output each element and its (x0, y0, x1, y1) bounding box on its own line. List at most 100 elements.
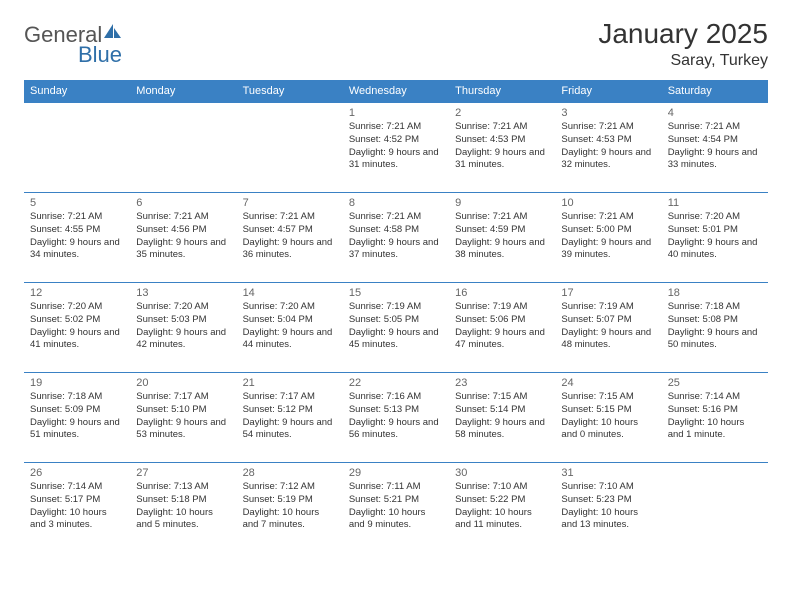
day-number: 26 (30, 467, 124, 479)
day-info: Sunrise: 7:14 AMSunset: 5:16 PMDaylight:… (668, 391, 762, 442)
calendar-day-cell: 25 Sunrise: 7:14 AMSunset: 5:16 PMDayligh… (662, 373, 768, 463)
calendar-day-cell: 10Sunrise: 7:21 AMSunset: 5:00 PMDayligh… (555, 193, 661, 283)
calendar-grid: Sunday Monday Tuesday Wednesday Thursday… (24, 80, 768, 553)
calendar-day-cell: 26 Sunrise: 7:14 AMSunset: 5:17 PMDayligh… (24, 463, 130, 553)
calendar-day-cell: 22 Sunrise: 7:16 AMSunset: 5:13 PMDayligh… (343, 373, 449, 463)
day-info: Sunrise: 7:12 AMSunset: 5:19 PMDaylight:… (243, 481, 337, 532)
day-info: Sunrise: 7:21 AMSunset: 4:56 PMDaylight:… (136, 211, 230, 262)
weekday-header-row: Sunday Monday Tuesday Wednesday Thursday… (24, 80, 768, 103)
day-number: 8 (349, 197, 443, 209)
day-info: Sunrise: 7:13 AMSunset: 5:18 PMDaylight:… (136, 481, 230, 532)
day-number: 4 (668, 107, 762, 119)
day-number: 1 (349, 107, 443, 119)
brand-logo: GeneralBlue (24, 18, 123, 68)
day-number: 15 (349, 287, 443, 299)
day-number: 13 (136, 287, 230, 299)
day-info: Sunrise: 7:20 AMSunset: 5:03 PMDaylight:… (136, 301, 230, 352)
day-info: Sunrise: 7:21 AMSunset: 4:54 PMDaylight:… (668, 121, 762, 172)
day-info: Sunrise: 7:14 AMSunset: 5:17 PMDaylight:… (30, 481, 124, 532)
day-number: 22 (349, 377, 443, 389)
calendar-day-cell: 19 Sunrise: 7:18 AMSunset: 5:09 PMDayligh… (24, 373, 130, 463)
day-number: 30 (455, 467, 549, 479)
page-title: January 2025 (598, 18, 768, 50)
weekday-header: Saturday (662, 80, 768, 103)
calendar-week-row: 19 Sunrise: 7:18 AMSunset: 5:09 PMDayligh… (24, 373, 768, 463)
day-info: Sunrise: 7:16 AMSunset: 5:13 PMDaylight:… (349, 391, 443, 442)
calendar-day-cell: 29 Sunrise: 7:11 AMSunset: 5:21 PMDayligh… (343, 463, 449, 553)
day-number: 16 (455, 287, 549, 299)
calendar-day-cell: 9 Sunrise: 7:21 AMSunset: 4:59 PMDaylight… (449, 193, 555, 283)
calendar-day-cell: 27 Sunrise: 7:13 AMSunset: 5:18 PMDayligh… (130, 463, 236, 553)
day-number: 28 (243, 467, 337, 479)
day-info: Sunrise: 7:17 AMSunset: 5:12 PMDaylight:… (243, 391, 337, 442)
day-number: 25 (668, 377, 762, 389)
calendar-day-cell: 14 Sunrise: 7:20 AMSunset: 5:04 PMDayligh… (237, 283, 343, 373)
weekday-header: Thursday (449, 80, 555, 103)
calendar-day-cell: 3Sunrise: 7:21 AMSunset: 4:53 PMDaylight… (555, 103, 661, 193)
calendar-week-row: 12Sunrise: 7:20 AMSunset: 5:02 PMDayligh… (24, 283, 768, 373)
day-number: 29 (349, 467, 443, 479)
day-number: 2 (455, 107, 549, 119)
day-number: 31 (561, 467, 655, 479)
weekday-header: Friday (555, 80, 661, 103)
day-info: Sunrise: 7:21 AMSunset: 4:57 PMDaylight:… (243, 211, 337, 262)
title-block: January 2025 Saray, Turkey (598, 18, 768, 70)
day-info: Sunrise: 7:21 AMSunset: 4:58 PMDaylight:… (349, 211, 443, 262)
calendar-day-cell: 31 Sunrise: 7:10 AMSunset: 5:23 PMDayligh… (555, 463, 661, 553)
day-number: 6 (136, 197, 230, 209)
day-info: Sunrise: 7:19 AMSunset: 5:07 PMDaylight:… (561, 301, 655, 352)
day-info: Sunrise: 7:10 AMSunset: 5:23 PMDaylight:… (561, 481, 655, 532)
day-number: 9 (455, 197, 549, 209)
calendar-day-cell: 21 Sunrise: 7:17 AMSunset: 5:12 PMDayligh… (237, 373, 343, 463)
day-info: Sunrise: 7:21 AMSunset: 4:55 PMDaylight:… (30, 211, 124, 262)
calendar-day-cell: 2 Sunrise: 7:21 AMSunset: 4:53 PMDaylight… (449, 103, 555, 193)
calendar-day-cell: 13 Sunrise: 7:20 AMSunset: 5:03 PMDayligh… (130, 283, 236, 373)
calendar-week-row: 5 Sunrise: 7:21 AMSunset: 4:55 PMDaylight… (24, 193, 768, 283)
day-info: Sunrise: 7:20 AMSunset: 5:04 PMDaylight:… (243, 301, 337, 352)
calendar-day-cell (662, 463, 768, 553)
calendar-day-cell: 12Sunrise: 7:20 AMSunset: 5:02 PMDayligh… (24, 283, 130, 373)
day-info: Sunrise: 7:21 AMSunset: 4:53 PMDaylight:… (455, 121, 549, 172)
weekday-header: Tuesday (237, 80, 343, 103)
day-info: Sunrise: 7:17 AMSunset: 5:10 PMDaylight:… (136, 391, 230, 442)
day-number: 19 (30, 377, 124, 389)
day-number: 27 (136, 467, 230, 479)
calendar-page: GeneralBlue January 2025 Saray, Turkey S… (0, 0, 792, 563)
calendar-day-cell: 18 Sunrise: 7:18 AMSunset: 5:08 PMDayligh… (662, 283, 768, 373)
calendar-day-cell: 11Sunrise: 7:20 AMSunset: 5:01 PMDayligh… (662, 193, 768, 283)
calendar-day-cell: 5 Sunrise: 7:21 AMSunset: 4:55 PMDaylight… (24, 193, 130, 283)
day-number: 21 (243, 377, 337, 389)
day-number: 14 (243, 287, 337, 299)
weekday-header: Sunday (24, 80, 130, 103)
calendar-day-cell: 24Sunrise: 7:15 AMSunset: 5:15 PMDayligh… (555, 373, 661, 463)
day-number: 7 (243, 197, 337, 209)
day-number: 11 (668, 197, 762, 209)
calendar-day-cell: 7 Sunrise: 7:21 AMSunset: 4:57 PMDaylight… (237, 193, 343, 283)
calendar-day-cell: 23Sunrise: 7:15 AMSunset: 5:14 PMDayligh… (449, 373, 555, 463)
calendar-day-cell: 20 Sunrise: 7:17 AMSunset: 5:10 PMDayligh… (130, 373, 236, 463)
weekday-header: Wednesday (343, 80, 449, 103)
calendar-day-cell: 6 Sunrise: 7:21 AMSunset: 4:56 PMDaylight… (130, 193, 236, 283)
day-number: 23 (455, 377, 549, 389)
day-number: 3 (561, 107, 655, 119)
day-info: Sunrise: 7:11 AMSunset: 5:21 PMDaylight:… (349, 481, 443, 532)
day-info: Sunrise: 7:18 AMSunset: 5:08 PMDaylight:… (668, 301, 762, 352)
day-number: 5 (30, 197, 124, 209)
day-info: Sunrise: 7:20 AMSunset: 5:02 PMDaylight:… (30, 301, 124, 352)
day-info: Sunrise: 7:21 AMSunset: 4:59 PMDaylight:… (455, 211, 549, 262)
calendar-day-cell: 28 Sunrise: 7:12 AMSunset: 5:19 PMDayligh… (237, 463, 343, 553)
page-header: GeneralBlue January 2025 Saray, Turkey (24, 18, 768, 70)
day-info: Sunrise: 7:19 AMSunset: 5:05 PMDaylight:… (349, 301, 443, 352)
calendar-day-cell: 15 Sunrise: 7:19 AMSunset: 5:05 PMDayligh… (343, 283, 449, 373)
day-info: Sunrise: 7:21 AMSunset: 4:52 PMDaylight:… (349, 121, 443, 172)
calendar-day-cell (24, 103, 130, 193)
day-number: 18 (668, 287, 762, 299)
calendar-week-row: 1 Sunrise: 7:21 AMSunset: 4:52 PMDaylight… (24, 103, 768, 193)
calendar-day-cell (237, 103, 343, 193)
day-number: 20 (136, 377, 230, 389)
page-subtitle: Saray, Turkey (598, 52, 768, 70)
brand-text-blue: Blue (78, 42, 122, 68)
day-info: Sunrise: 7:18 AMSunset: 5:09 PMDaylight:… (30, 391, 124, 442)
calendar-day-cell: 30Sunrise: 7:10 AMSunset: 5:22 PMDayligh… (449, 463, 555, 553)
day-info: Sunrise: 7:19 AMSunset: 5:06 PMDaylight:… (455, 301, 549, 352)
